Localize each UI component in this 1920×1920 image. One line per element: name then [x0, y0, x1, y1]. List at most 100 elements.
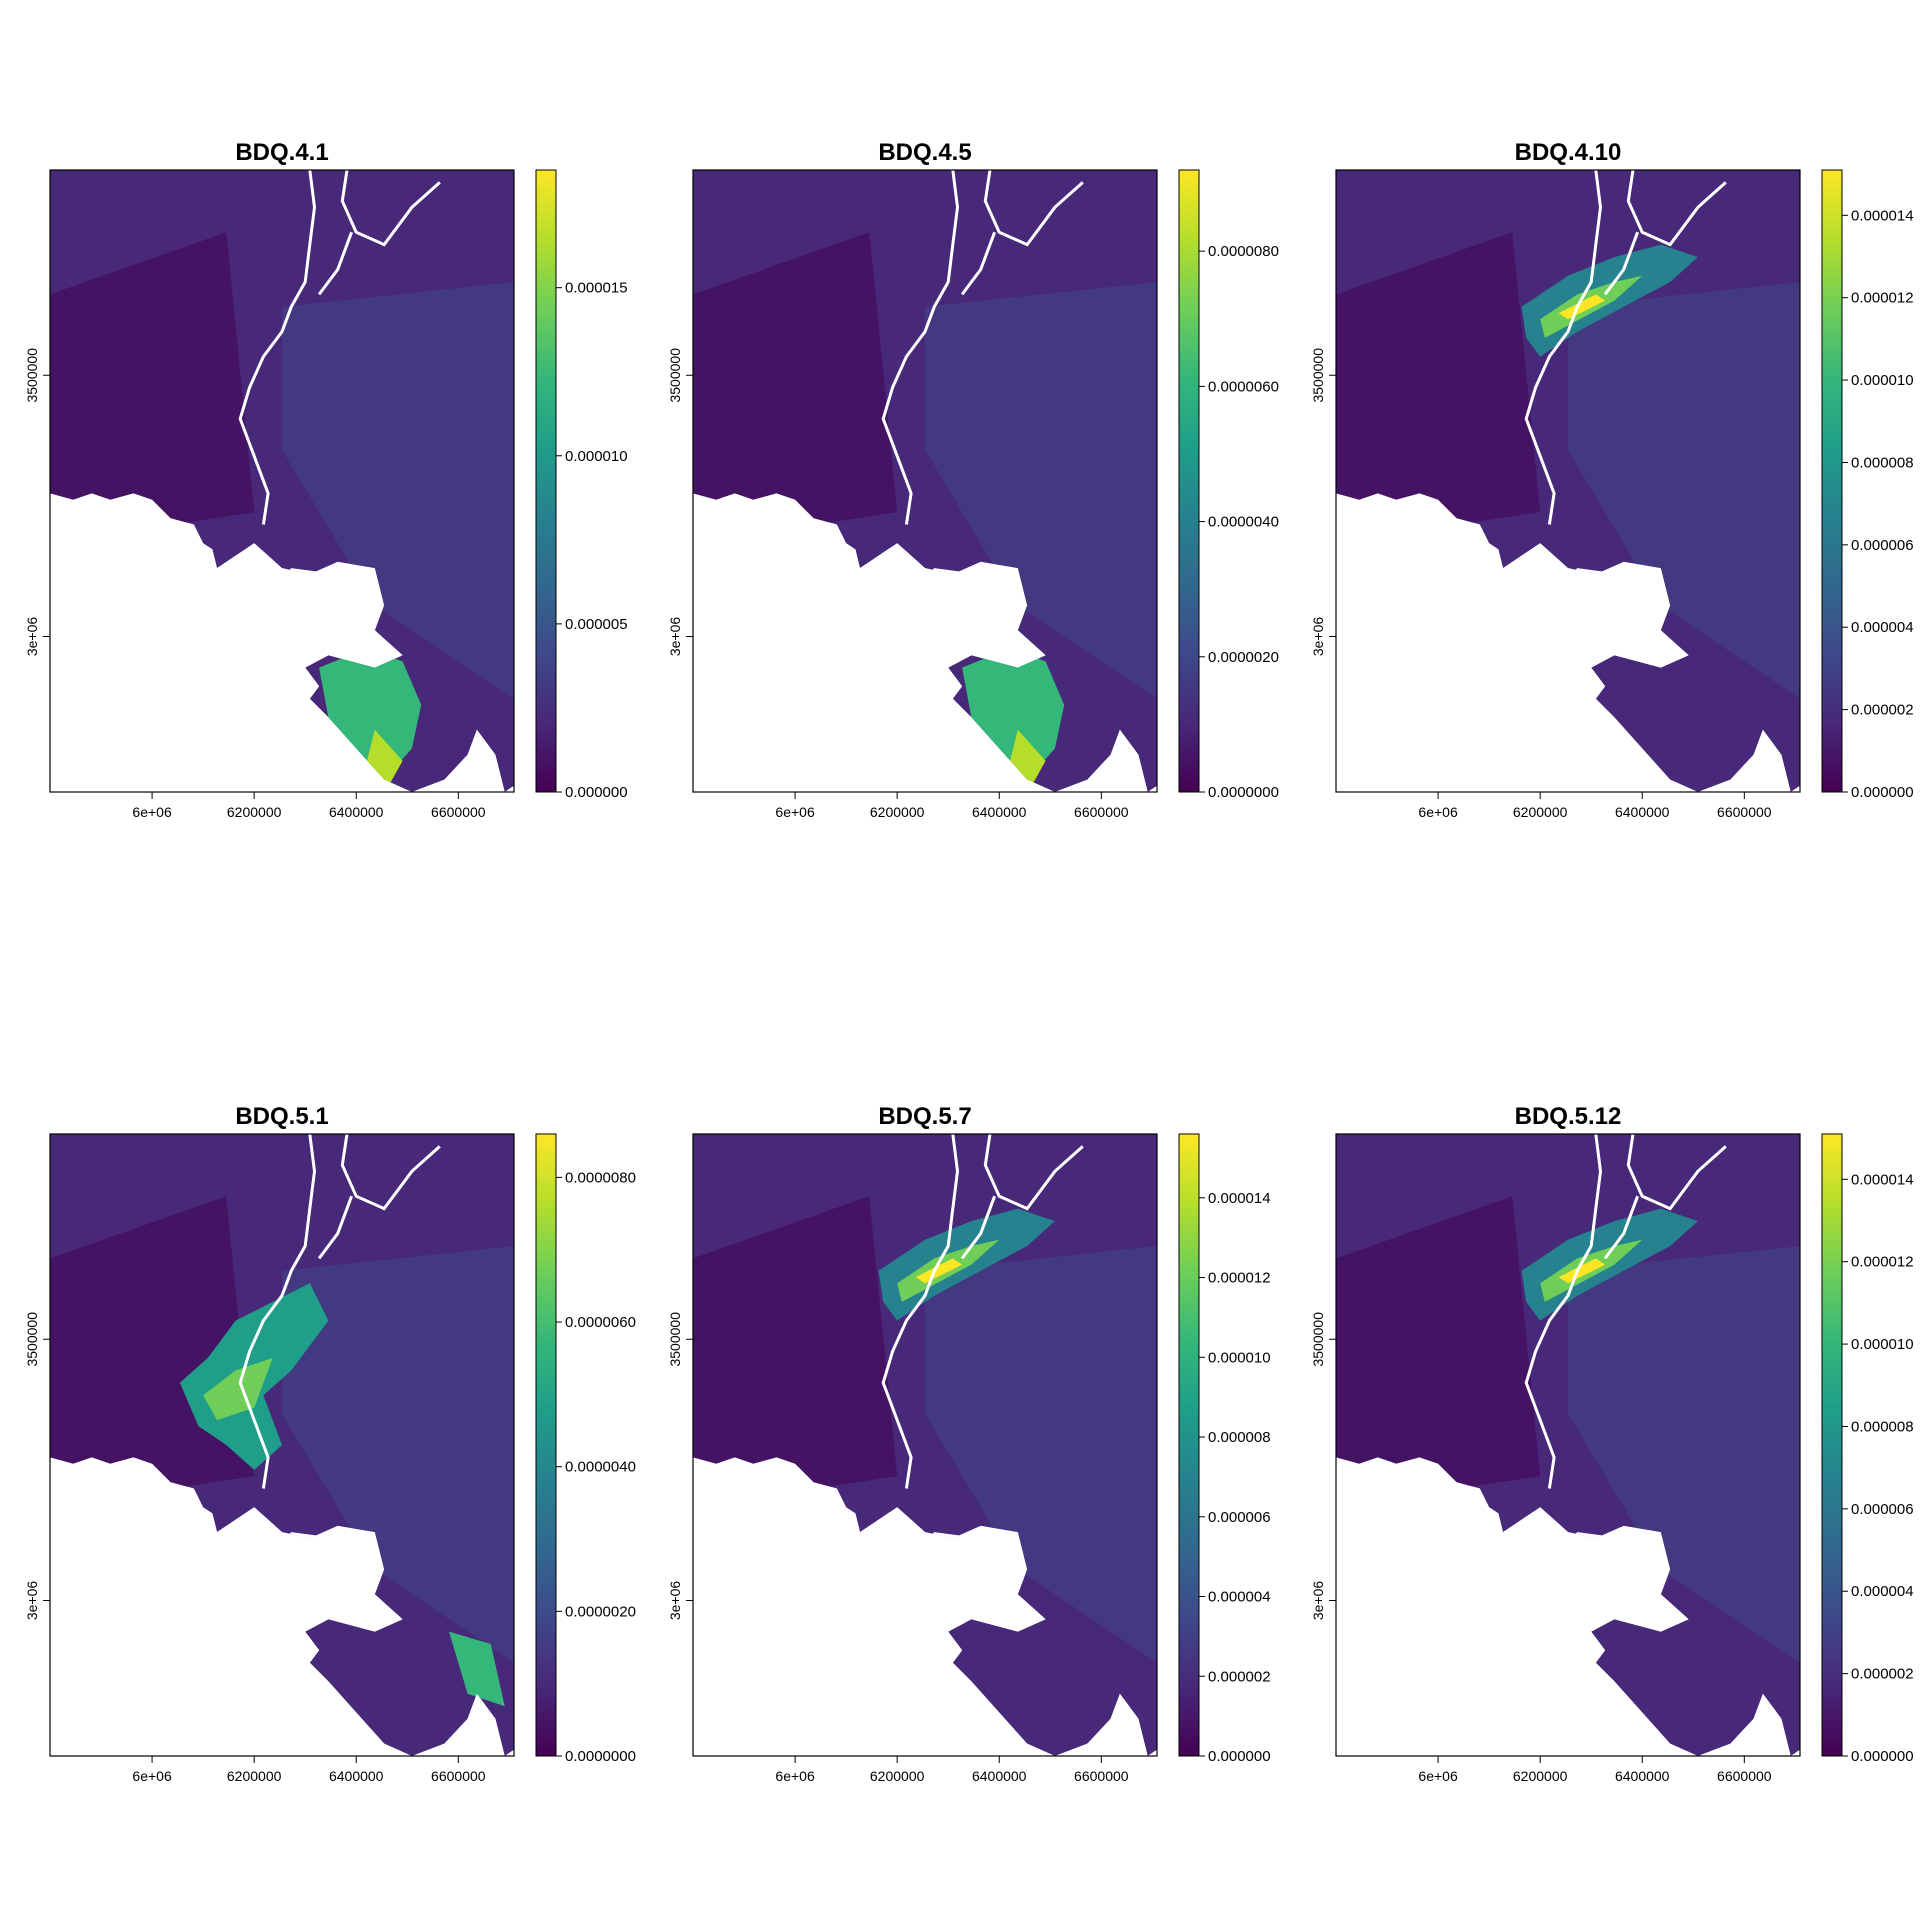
y-tick-label: 3500000: [24, 1312, 40, 1367]
colorbar-tick-label: 0.000012: [1208, 1270, 1271, 1287]
river-channel: [340, 1134, 441, 1211]
x-tick-label: 6e+06: [1418, 1768, 1458, 1784]
x-tick-label: 6400000: [1615, 804, 1670, 820]
colorbar: [1178, 1133, 1200, 1757]
colorbar-tick-label: 0.000000: [1851, 784, 1914, 801]
colorbar-tick-label: 0.0000000: [1208, 784, 1279, 801]
panel-title: BDQ.4.5: [878, 139, 971, 166]
colorbar-tick-label: 0.000002: [1851, 1666, 1914, 1683]
panel-title: BDQ.5.1: [235, 1103, 328, 1130]
river-channel: [1626, 1134, 1727, 1211]
colorbar-tick-label: 0.000002: [1851, 702, 1914, 719]
y-tick-label: 3e+06: [1310, 617, 1326, 657]
colorbar-tick-label: 0.000000: [565, 784, 628, 801]
colorbar-tick-label: 0.000004: [1851, 619, 1914, 636]
gulf-inlet: [1549, 1532, 1671, 1589]
colorbar: [1178, 169, 1200, 793]
map-frame: [1335, 1133, 1801, 1757]
hotspot-region: [915, 1258, 963, 1284]
y-tick-label: 3500000: [667, 1312, 683, 1367]
y-tick-label: 3500000: [1310, 1312, 1326, 1367]
colorbar-tick-label: 0.000014: [1851, 207, 1914, 224]
x-tick-label: 6e+06: [775, 1768, 815, 1784]
x-tick-label: 6e+06: [1418, 804, 1458, 820]
gulf-inlet: [263, 1532, 385, 1589]
x-tick-label: 6400000: [1615, 1768, 1670, 1784]
y-tick-label: 3e+06: [24, 1581, 40, 1621]
map-panel-BDQ.5.1: BDQ.5.1 6e+06 6200000 6400000 6600000 3e+06 35…: [24, 1103, 636, 1784]
colorbar-tick-label: 0.000015: [565, 280, 628, 297]
river-channel: [1603, 1195, 1640, 1260]
y-tick-label: 3e+06: [24, 617, 40, 657]
colorbar-tick-label: 0.000012: [1851, 290, 1914, 307]
y-tick-label: 3e+06: [667, 1581, 683, 1621]
x-tick-label: 6200000: [1513, 804, 1568, 820]
x-tick-label: 6600000: [1717, 804, 1772, 820]
colorbar-tick-label: 0.0000020: [565, 1603, 636, 1620]
x-tick-label: 6600000: [431, 804, 486, 820]
colorbar-tick-label: 0.0000080: [565, 1169, 636, 1186]
map-panel-BDQ.4.10: BDQ.4.10 6e+06 6200000 6400000 6600000 3e+06 3…: [1310, 139, 1914, 820]
map-frame: [1335, 169, 1801, 793]
gulf-inlet: [906, 1532, 1028, 1589]
map-panel-BDQ.4.5: BDQ.4.5 6e+06 6200000 6400000 6600000 3e+06 35…: [667, 139, 1279, 820]
river-channel: [1603, 231, 1640, 296]
colorbar-tick-label: 0.000012: [1851, 1254, 1914, 1271]
colorbar-tick-label: 0.0000060: [565, 1314, 636, 1331]
hotspot-region: [1558, 294, 1606, 320]
x-tick-label: 6e+06: [775, 804, 815, 820]
colorbar-tick-label: 0.000006: [1208, 1509, 1271, 1526]
river-channel: [1626, 170, 1727, 247]
colorbar-tick-label: 0.000014: [1851, 1171, 1914, 1188]
colorbar: [535, 169, 557, 793]
colorbar-tick-label: 0.000010: [565, 448, 628, 465]
x-tick-label: 6400000: [972, 804, 1027, 820]
y-tick-label: 3500000: [24, 348, 40, 403]
colorbar-tick-label: 0.000002: [1208, 1668, 1271, 1685]
colorbar: [1821, 1133, 1843, 1757]
river-channel: [1524, 1134, 1603, 1489]
river-channel: [317, 231, 354, 296]
colorbar-tick-label: 0.000008: [1851, 1418, 1914, 1435]
x-tick-label: 6e+06: [132, 1768, 172, 1784]
river-channel: [340, 170, 441, 247]
gulf-inlet: [906, 568, 1028, 625]
gulf-inlet: [1549, 568, 1671, 625]
river-channel: [983, 170, 1084, 247]
x-tick-label: 6200000: [870, 804, 925, 820]
river-channel: [983, 1134, 1084, 1211]
colorbar-tick-label: 0.000006: [1851, 1501, 1914, 1518]
colorbar-tick-label: 0.000010: [1851, 1336, 1914, 1353]
colorbar-tick-label: 0.0000040: [565, 1459, 636, 1476]
gulf-inlet: [263, 568, 385, 625]
river-channel: [960, 231, 997, 296]
y-tick-label: 3e+06: [667, 617, 683, 657]
colorbar-tick-label: 0.000005: [565, 616, 628, 633]
hotspot-region: [449, 1631, 505, 1707]
colorbar-tick-label: 0.0000080: [1208, 243, 1279, 260]
map-frame: [49, 169, 515, 793]
colorbar-tick-label: 0.000006: [1851, 537, 1914, 554]
river-channel: [238, 1134, 317, 1489]
river-channel: [960, 1195, 997, 1260]
x-tick-label: 6400000: [972, 1768, 1027, 1784]
hotspot-region: [268, 580, 385, 631]
map-frame: [692, 169, 1158, 793]
x-tick-label: 6200000: [1513, 1768, 1568, 1784]
x-tick-label: 6600000: [1074, 1768, 1129, 1784]
x-tick-label: 6600000: [1074, 804, 1129, 820]
y-tick-label: 3e+06: [1310, 1581, 1326, 1621]
colorbar-tick-label: 0.000010: [1851, 372, 1914, 389]
colorbar-tick-label: 0.0000060: [1208, 378, 1279, 395]
x-tick-label: 6200000: [227, 1768, 282, 1784]
colorbar-tick-label: 0.000008: [1208, 1429, 1271, 1446]
x-tick-label: 6600000: [1717, 1768, 1772, 1784]
river-channel: [317, 1195, 354, 1260]
colorbar-tick-label: 0.000004: [1208, 1589, 1271, 1606]
map-panel-BDQ.5.12: BDQ.5.12 6e+06 6200000 6400000 6600000 3e+06 3…: [1310, 1103, 1914, 1784]
colorbar: [1821, 169, 1843, 793]
x-tick-label: 6400000: [329, 804, 384, 820]
x-tick-label: 6400000: [329, 1768, 384, 1784]
hotspot-region: [911, 580, 1028, 631]
